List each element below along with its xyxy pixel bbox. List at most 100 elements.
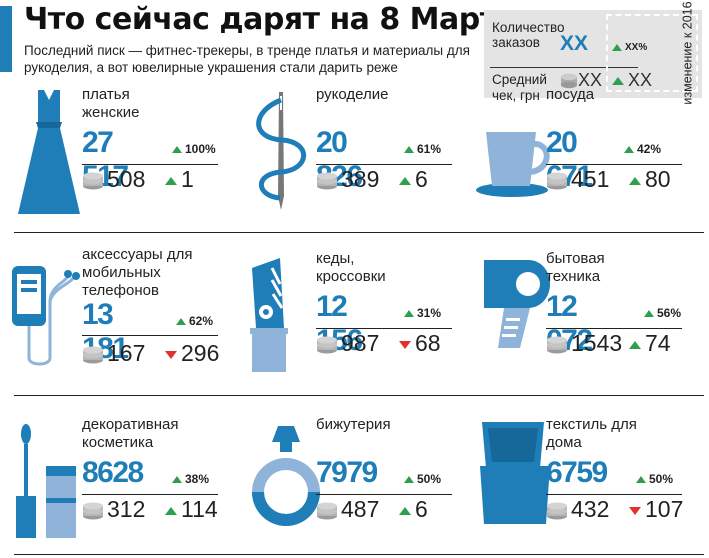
needle-thread-icon	[246, 86, 316, 221]
orders-change: 31%	[404, 306, 441, 320]
legend-divider	[490, 67, 638, 68]
value-divider	[82, 494, 218, 495]
pillows-icon	[474, 418, 554, 533]
coins-icon	[316, 166, 341, 192]
orders-count: 8628	[82, 456, 144, 489]
category-label: рукоделие	[316, 86, 389, 103]
legend-box: Количество заказов XX XX% Средний чек, г…	[484, 1, 702, 105]
category-label: платья женские	[82, 86, 140, 121]
average-check: 1543	[546, 330, 622, 357]
orders-change: 38%	[172, 472, 209, 486]
average-check: 987	[316, 330, 379, 357]
coins-icon	[546, 496, 571, 522]
arrow-up-icon	[404, 476, 414, 484]
hair-dryer-icon	[476, 252, 556, 357]
sneaker-icon	[246, 254, 316, 379]
orders-count: 6759	[546, 456, 608, 489]
value-divider	[546, 494, 682, 495]
page-title: Что сейчас дарят на 8 Марта	[24, 2, 517, 37]
arrow-down-icon	[165, 350, 177, 359]
legend-orders-label: Количество заказов	[492, 20, 565, 50]
coins-icon	[82, 166, 107, 192]
category-label: текстиль для дома	[546, 416, 637, 451]
arrow-up-icon	[404, 146, 414, 154]
row-separator	[14, 232, 704, 233]
category-label: аксессуары для мобильных телефонов	[82, 246, 193, 299]
arrow-up-icon	[165, 506, 177, 515]
category-label: декоративная косметика	[82, 416, 179, 451]
cosmetics-icon	[10, 420, 80, 545]
arrow-up-icon	[624, 146, 634, 154]
row-separator	[14, 395, 704, 396]
orders-count: 20 826	[316, 126, 363, 193]
accent-bar	[0, 6, 12, 72]
coins-icon	[546, 166, 571, 192]
coins-icon	[316, 330, 341, 356]
phone-earphones-icon	[10, 262, 80, 377]
category-label: бижутерия	[316, 416, 391, 433]
legend-dashed-frame	[606, 14, 698, 92]
check-change: 80	[629, 166, 671, 193]
average-check: 508	[82, 166, 145, 193]
coins-icon	[546, 330, 571, 356]
average-check: 487	[316, 496, 379, 523]
check-change: 68	[399, 330, 441, 357]
legend-orders-value: XX	[560, 32, 589, 55]
check-change: 6	[399, 496, 428, 523]
orders-change: 42%	[624, 142, 661, 156]
arrow-up-icon	[172, 146, 182, 154]
check-change: 6	[399, 166, 428, 193]
arrow-up-icon	[636, 476, 646, 484]
orders-change: 56%	[644, 306, 681, 320]
arrow-up-icon	[404, 310, 414, 318]
value-divider	[82, 164, 218, 165]
value-divider	[316, 494, 452, 495]
legend-check-change: XX	[612, 70, 652, 91]
arrow-up-icon	[629, 340, 641, 349]
row-separator	[14, 554, 704, 555]
orders-change: 50%	[636, 472, 673, 486]
arrow-down-icon	[399, 340, 411, 349]
orders-change: 100%	[172, 142, 216, 156]
dress-icon	[14, 86, 84, 221]
category-label: кеды, кроссовки	[316, 250, 386, 285]
average-check: 167	[82, 340, 145, 367]
average-check: 451	[546, 166, 609, 193]
value-divider	[82, 335, 218, 336]
average-check: 312	[82, 496, 145, 523]
legend-orders-change: XX%	[612, 42, 647, 53]
arrow-up-icon	[399, 176, 411, 185]
category-label: посуда	[546, 86, 595, 103]
arrow-up-icon	[644, 310, 654, 318]
page-subtitle: Последний писк — фитнес-трекеры, в тренд…	[24, 43, 470, 75]
arrow-up-icon	[629, 176, 641, 185]
cup-icon	[474, 112, 554, 207]
arrow-up-icon	[172, 476, 182, 484]
average-check: 432	[546, 496, 609, 523]
orders-count: 13 181	[82, 298, 129, 365]
value-divider	[546, 164, 682, 165]
coins-icon	[82, 340, 107, 366]
check-change: 114	[165, 496, 218, 523]
arrow-up-icon	[165, 176, 177, 185]
orders-change: 61%	[404, 142, 441, 156]
value-divider	[316, 328, 452, 329]
arrow-down-icon	[629, 506, 641, 515]
value-divider	[546, 328, 682, 329]
arrow-up-icon	[399, 506, 411, 515]
legend-change-header: изменение к 2016	[680, 1, 695, 105]
check-change: 296	[165, 340, 219, 367]
average-check: 389	[316, 166, 379, 193]
orders-count: 7979	[316, 456, 378, 489]
check-change: 107	[629, 496, 683, 523]
coins-icon	[316, 496, 341, 522]
orders-change: 62%	[176, 314, 213, 328]
legend-check-label: Средний чек, грн	[492, 72, 547, 103]
arrow-up-icon	[176, 318, 186, 326]
check-change: 1	[165, 166, 194, 193]
value-divider	[316, 164, 452, 165]
legend-check-value: XX	[560, 70, 602, 91]
category-label: бытовая техника	[546, 250, 605, 285]
ring-icon	[244, 422, 324, 537]
coins-icon	[82, 496, 107, 522]
